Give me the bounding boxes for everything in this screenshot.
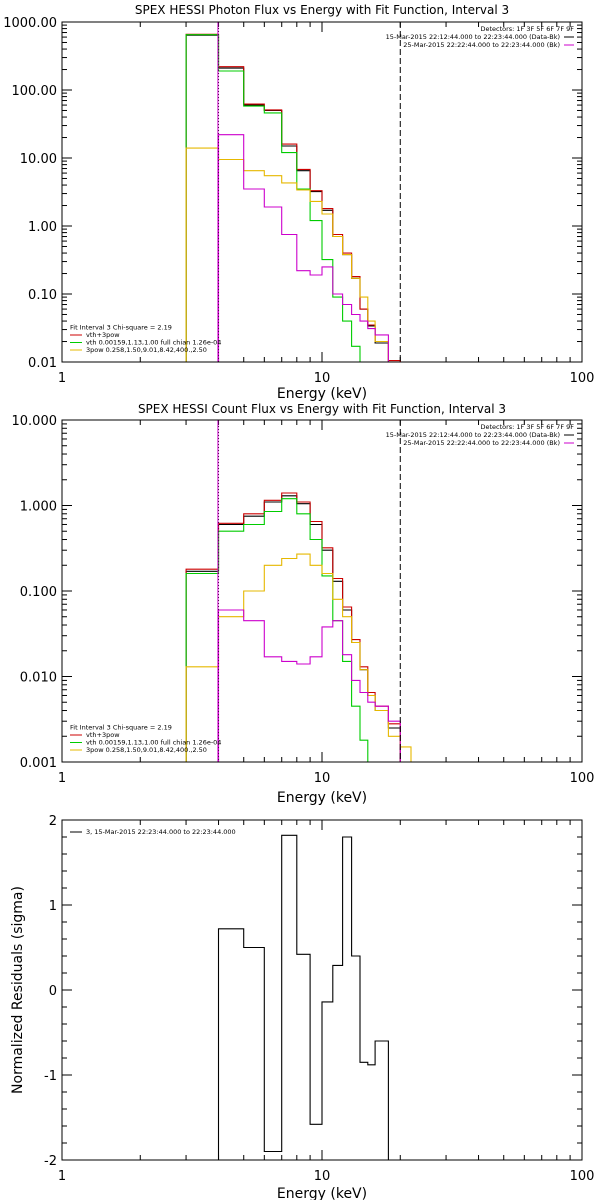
y-tick-label: 2 — [49, 814, 57, 829]
plot-frame — [61, 819, 583, 1161]
axis-ticks — [61, 420, 582, 763]
series-1-line — [185, 34, 401, 362]
x-tick-label: 10 — [314, 371, 331, 386]
y-tick-label: 0.01 — [28, 356, 57, 371]
legend: Fit Interval 3 Chi-square = 2.19vth+3pow… — [70, 724, 221, 754]
series-2-line — [185, 33, 401, 362]
y-tick-label: 0.10 — [28, 288, 57, 303]
y-tick-label: -2 — [44, 1154, 57, 1169]
panel-1: SPEX HESSI Photon Flux vs Energy with Fi… — [3, 3, 594, 402]
info-line: Detectors: 1F 3F 5F 6F 7F 9F — [480, 25, 574, 33]
legend-header: Fit Interval 3 Chi-square = 2.19 — [70, 324, 172, 332]
series-4-line — [185, 147, 412, 362]
x-tick-label: 100 — [570, 1169, 595, 1184]
plot-area — [217, 834, 389, 1160]
y-tick-label: 10.000 — [12, 414, 58, 429]
y-tick-label: 0 — [49, 984, 57, 999]
legend-header: Fit Interval 3 Chi-square = 2.19 — [70, 724, 172, 732]
chart-title: SPEX HESSI Count Flux vs Energy with Fit… — [138, 402, 506, 416]
y-tick-label: 0.001 — [20, 756, 57, 771]
series-5-line — [217, 609, 401, 762]
chart-title: SPEX HESSI Photon Flux vs Energy with Fi… — [135, 3, 509, 17]
y-tick-label: 1 — [49, 899, 57, 914]
y-tick-label: 0.100 — [20, 585, 57, 600]
series-2-line — [185, 492, 401, 762]
legend: 3, 15-Mar-2015 22:23:44.000 to 22:23:44.… — [70, 828, 236, 836]
y-tick-label: 10.00 — [20, 152, 57, 167]
series-3-line — [185, 498, 369, 762]
legend-entry: 3pow 0.258,1.50,9.01,8.42,400.,2.50 — [86, 746, 207, 754]
info-line: 25-Mar-2015 22:22:44.000 to 22:23:44.000… — [403, 41, 560, 49]
y-tick-label: 1.000 — [20, 500, 57, 515]
plot-area — [185, 420, 412, 762]
y-tick-label: 100.00 — [12, 84, 58, 99]
legend-entry: vth 0.00159,1.13,1.00 full chian 1.26e-0… — [86, 739, 221, 747]
x-axis-label: Energy (keV) — [277, 1186, 367, 1200]
legend-entry: 3, 15-Mar-2015 22:23:44.000 to 22:23:44.… — [86, 828, 236, 836]
info-line: Detectors: 1F 3F 5F 6F 7F 9F — [480, 423, 574, 431]
y-axis-label: Normalized Residuals (sigma) — [10, 886, 26, 1094]
x-tick-label: 10 — [314, 771, 331, 786]
x-tick-label: 100 — [570, 771, 595, 786]
x-tick-label: 1 — [58, 771, 66, 786]
series-1-line — [217, 834, 389, 1160]
legend-entry: vth+3pow — [86, 731, 120, 739]
y-tick-label: 1.00 — [28, 220, 57, 235]
x-tick-label: 1 — [58, 371, 66, 386]
plot-frame — [61, 419, 583, 763]
plot-frame — [61, 21, 583, 363]
series-4-line — [185, 553, 412, 762]
y-tick-label: 0.010 — [20, 671, 57, 686]
y-tick-label: -1 — [44, 1069, 57, 1084]
legend: Fit Interval 3 Chi-square = 2.19vth+3pow… — [70, 324, 221, 354]
y-tick-label: 1000.00 — [3, 16, 57, 31]
x-tick-label: 10 — [314, 1169, 331, 1184]
info-line: 15-Mar-2015 22:12:44.000 to 22:23:44.000… — [386, 431, 560, 439]
series-3-line — [185, 34, 369, 362]
x-axis-label: Energy (keV) — [277, 386, 367, 402]
info-line: 15-Mar-2015 22:12:44.000 to 22:23:44.000… — [386, 33, 560, 41]
x-tick-label: 100 — [570, 371, 595, 386]
legend-entry: 3pow 0.258,1.50,9.01,8.42,400.,2.50 — [86, 346, 207, 354]
x-axis-label: Energy (keV) — [277, 790, 367, 806]
panel-3: 1 10 100 -2 -1 0 1 2 Energy (keV) Normalized Resi… — [10, 814, 594, 1200]
panel-2: SPEX HESSI Count Flux vs Energy with Fit… — [12, 402, 595, 806]
plot-area — [185, 22, 412, 362]
info-line: 25-Mar-2015 22:22:44.000 to 22:23:44.000… — [403, 439, 560, 447]
legend-entry: vth+3pow — [86, 331, 120, 339]
legend-entry: vth 0.00159,1.13,1.00 full chian 1.26e-0… — [86, 339, 221, 347]
series-5-line — [217, 134, 389, 362]
axis-ticks — [61, 819, 582, 1161]
x-tick-label: 1 — [58, 1169, 66, 1184]
